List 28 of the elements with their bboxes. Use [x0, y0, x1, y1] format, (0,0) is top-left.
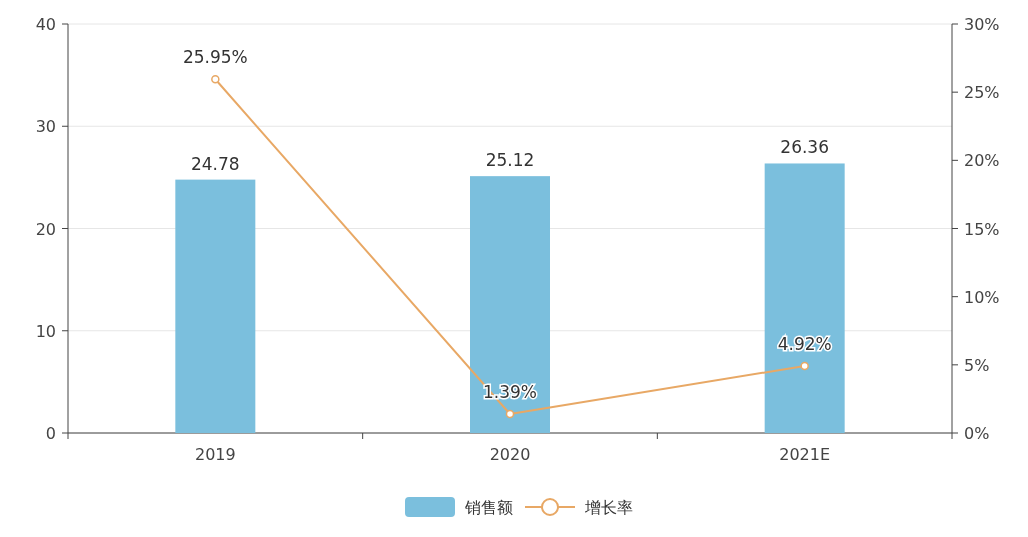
point [800, 361, 809, 371]
data-label: 25.12 [485, 150, 535, 171]
data-label: 25.95% [182, 47, 248, 68]
y2-tick-label: 15% [964, 219, 1000, 239]
legend-label: 增长率 [584, 498, 633, 517]
y-tick-label: 20 [35, 219, 56, 239]
y-tick-label: 0 [45, 424, 56, 443]
data-label: 24.78 [191, 153, 240, 174]
y-tick-label: 10 [35, 321, 56, 341]
y-tick-label: 30 [35, 117, 56, 137]
point [505, 409, 515, 419]
legend-label: 销售额 [464, 498, 513, 517]
y2-tick-label: 5% [964, 355, 990, 375]
point [211, 74, 220, 84]
y2-tick-label: 10% [964, 287, 1000, 307]
bar [764, 163, 845, 433]
y-tick-label: 40 [35, 15, 56, 34]
x-tick-label: 2021E [779, 445, 831, 464]
data-label: 4.92% [777, 333, 832, 354]
y2-tick-label: 30% [964, 15, 1000, 34]
y2-tick-label: 0% [964, 424, 990, 443]
bar [175, 179, 256, 433]
y2-tick-label: 25% [964, 83, 1000, 103]
bar [470, 176, 550, 433]
data-label: 26.36 [780, 137, 829, 158]
x-tick-label: 2019 [194, 445, 236, 464]
x-tick-label: 2020 [489, 445, 531, 464]
y2-tick-label: 20% [964, 151, 1000, 171]
